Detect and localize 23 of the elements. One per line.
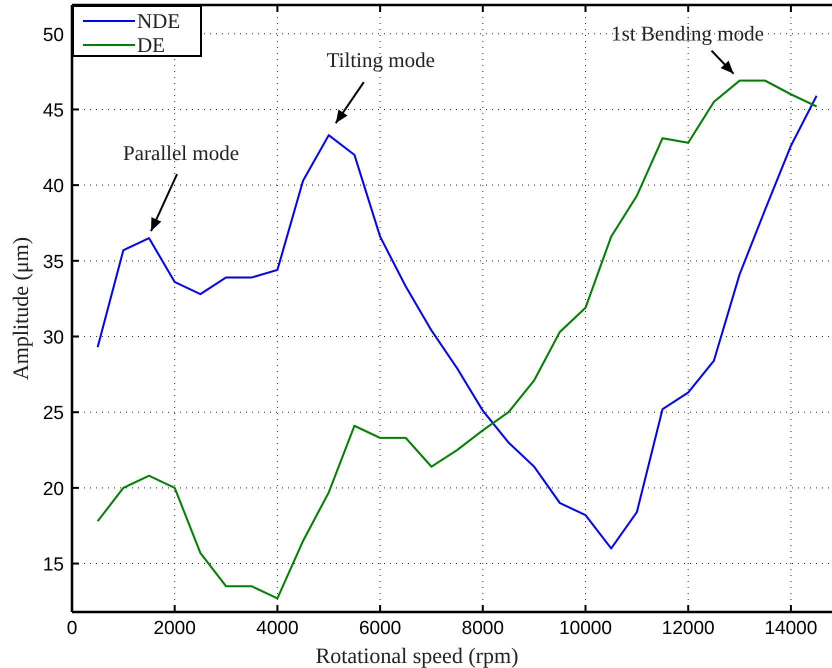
y-tick-label: 50: [42, 24, 64, 46]
y-tick-label: 45: [42, 100, 64, 122]
y-tick-label: 20: [42, 478, 64, 500]
legend-label: DE: [137, 33, 165, 57]
y-tick-label: 25: [42, 403, 64, 424]
annotation: Tilting mode: [326, 48, 435, 72]
x-tick-label: 0: [66, 618, 78, 639]
y-tick-label: 35: [42, 252, 64, 273]
x-tick-label: 8000: [462, 618, 504, 639]
x-tick-label: 4000: [256, 618, 299, 639]
x-tick-label: 12000: [662, 618, 715, 639]
x-tick-label: 2000: [154, 618, 196, 639]
x-tick-label: 14000: [764, 618, 818, 639]
x-tick-label: 10000: [559, 618, 612, 639]
y-tick-label: 30: [42, 328, 64, 349]
annotation: 1st Bending mode: [611, 22, 764, 46]
y-tick-label: 15: [42, 554, 64, 576]
annotation: Parallel mode: [123, 141, 240, 166]
x-axis-title: Rotational speed (rpm): [316, 643, 518, 668]
legend-label: NDE: [137, 9, 180, 33]
y-axis-title: Amplitude (μm): [8, 236, 33, 380]
y-tick-label: 40: [42, 176, 64, 198]
x-tick-label: 6000: [358, 618, 402, 639]
